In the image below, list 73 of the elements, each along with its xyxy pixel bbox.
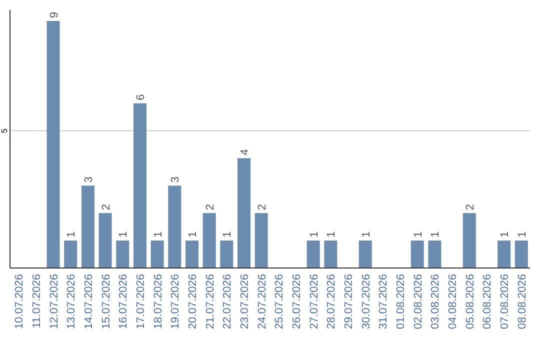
x-tick-label: 20.07.2026 <box>186 274 199 330</box>
data-label: 2 <box>100 204 112 210</box>
bar <box>462 213 476 268</box>
bar <box>410 240 424 268</box>
data-label: 1 <box>412 231 424 238</box>
bar <box>150 240 164 268</box>
data-label: 1 <box>326 231 338 238</box>
x-tick-label: 31.07.2026 <box>378 274 390 330</box>
bar <box>46 20 60 268</box>
x-tick-label: 03.08.2026 <box>430 274 442 330</box>
x-tick-label: 10.07.2026 <box>14 274 26 330</box>
x-tick-label: 28.07.2026 <box>326 274 338 330</box>
x-tick-label: 23.07.2026 <box>238 274 251 330</box>
x-tick-label: 11.07.2026 <box>30 274 43 328</box>
x-tick-label: 05.08.2026 <box>464 274 476 330</box>
bar <box>498 240 511 268</box>
data-label: 1 <box>186 231 199 238</box>
data-label: 1 <box>118 231 130 238</box>
bar <box>64 240 78 268</box>
bar <box>358 240 372 268</box>
data-label: 3 <box>170 176 182 183</box>
bar <box>254 213 268 268</box>
bar <box>81 186 94 268</box>
bar <box>514 240 528 268</box>
bar <box>116 240 130 268</box>
bar <box>306 240 320 268</box>
x-tick-label: 29.07.2026 <box>343 274 356 330</box>
data-label: 9 <box>48 12 60 18</box>
x-tick-label: 27.07.2026 <box>308 274 320 330</box>
x-tick-label: 04.08.2026 <box>447 274 460 330</box>
x-tick-label: 25.07.2026 <box>274 274 286 330</box>
bar <box>220 240 234 268</box>
data-label: 4 <box>238 149 251 156</box>
x-tick-label: 14.07.2026 <box>82 274 95 330</box>
data-label: 1 <box>66 231 78 238</box>
data-label: 3 <box>82 176 95 183</box>
data-label: 2 <box>256 204 268 210</box>
bar <box>168 186 182 268</box>
x-tick-label: 26.07.2026 <box>291 274 304 330</box>
data-label: 1 <box>430 231 442 238</box>
data-label: 2 <box>204 204 216 210</box>
data-label: 6 <box>134 94 147 100</box>
x-tick-label: 30.07.2026 <box>360 274 372 330</box>
data-label: 1 <box>499 231 512 238</box>
bar <box>202 213 216 268</box>
data-label: 1 <box>308 231 320 238</box>
data-label: 1 <box>152 231 164 238</box>
x-tick-label: 24.07.2026 <box>256 274 268 330</box>
data-label: 1 <box>360 231 372 238</box>
bar <box>185 240 198 268</box>
data-label: 1 <box>222 231 234 238</box>
y-tick-label: 5 <box>0 128 9 133</box>
data-label: 1 <box>516 231 528 238</box>
x-tick-label: 21.07.2026 <box>204 274 216 330</box>
data-label: 2 <box>464 204 476 210</box>
x-tick-label: 01.08.2026 <box>395 274 408 330</box>
x-tick-label: 02.08.2026 <box>412 274 424 330</box>
x-tick-label: 12.07.2026 <box>48 274 60 330</box>
bar <box>98 213 112 268</box>
x-tick-label: 06.08.2026 <box>482 274 494 330</box>
x-tick-label: 15.07.2026 <box>100 274 112 330</box>
x-tick-label: 08.08.2026 <box>516 274 528 330</box>
x-tick-label: 17.07.2026 <box>134 274 147 330</box>
bar <box>133 103 146 268</box>
x-tick-label: 19.07.2026 <box>170 274 182 330</box>
x-tick-label: 07.08.2026 <box>499 274 512 330</box>
bar <box>428 240 442 268</box>
bar <box>237 158 250 268</box>
x-tick-label: 13.07.2026 <box>66 274 78 330</box>
x-tick-label: 18.07.2026 <box>152 274 164 330</box>
x-tick-label: 22.07.2026 <box>222 274 234 330</box>
x-tick-label: 16.07.2026 <box>118 274 130 330</box>
bar <box>324 240 338 268</box>
